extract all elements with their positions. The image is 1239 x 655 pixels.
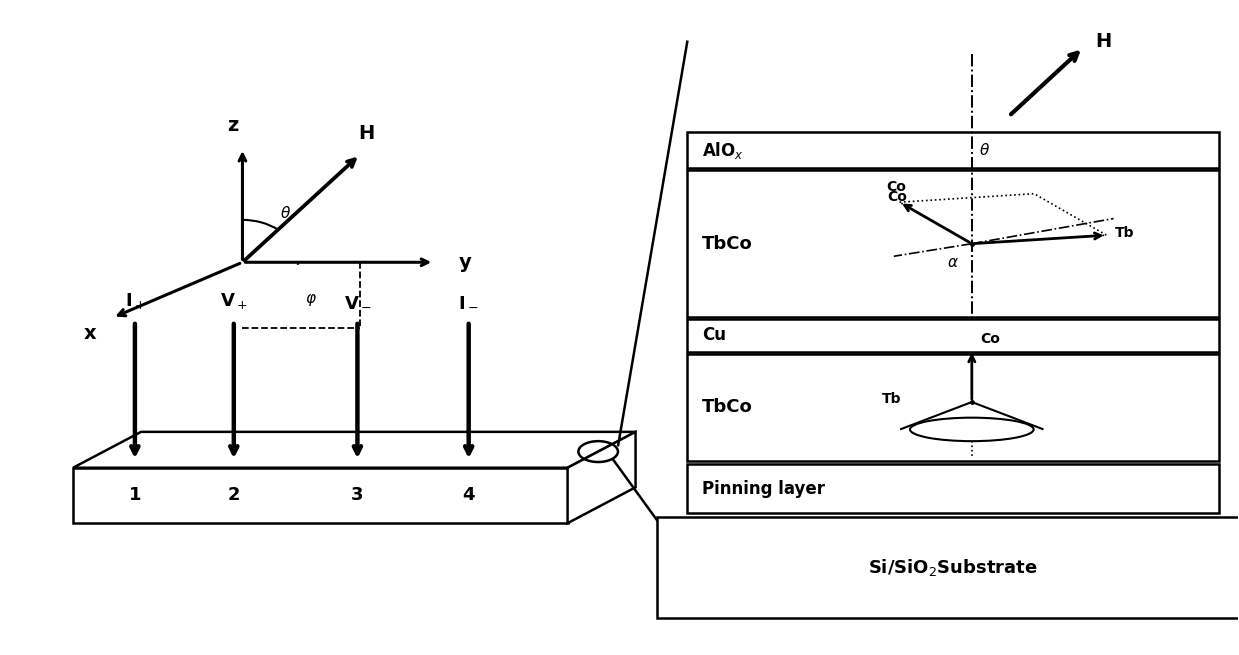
Text: 1: 1 [129, 487, 141, 504]
Text: TbCo: TbCo [703, 398, 753, 417]
Polygon shape [73, 468, 567, 523]
Text: I$_-$: I$_-$ [458, 292, 479, 310]
Text: z: z [227, 116, 238, 135]
Text: TbCo: TbCo [703, 234, 753, 253]
Text: $\varphi$: $\varphi$ [305, 291, 316, 308]
Text: AlO$_x$: AlO$_x$ [703, 140, 745, 161]
Text: Co: Co [886, 180, 906, 195]
Text: H: H [1095, 31, 1111, 50]
Text: Tb: Tb [1115, 226, 1135, 240]
Text: Pinning layer: Pinning layer [703, 480, 825, 498]
Bar [688, 170, 1219, 317]
Text: 3: 3 [351, 487, 364, 504]
Text: Co: Co [887, 190, 908, 204]
Text: y: y [458, 253, 472, 272]
Text: x: x [84, 324, 97, 343]
Polygon shape [73, 432, 636, 468]
Bar [688, 319, 1219, 352]
Text: Co: Co [980, 332, 1000, 346]
Text: Si/SiO$_2$Substrate: Si/SiO$_2$Substrate [869, 557, 1038, 578]
Text: I$_+$: I$_+$ [125, 291, 145, 311]
Text: 2: 2 [228, 487, 240, 504]
Bar [688, 132, 1219, 168]
Text: $\theta$: $\theta$ [979, 142, 990, 159]
Text: 4: 4 [462, 487, 475, 504]
Text: Cu: Cu [703, 326, 726, 345]
Polygon shape [567, 432, 636, 523]
Bar [688, 354, 1219, 461]
Text: V$_-$: V$_-$ [343, 292, 372, 310]
Text: Tb: Tb [882, 392, 901, 405]
Text: $\alpha$: $\alpha$ [947, 255, 959, 271]
Text: H: H [358, 124, 374, 143]
Bar [657, 517, 1239, 618]
Text: V$_+$: V$_+$ [219, 291, 248, 311]
Text: $\theta$: $\theta$ [280, 206, 291, 221]
Bar [688, 464, 1219, 514]
